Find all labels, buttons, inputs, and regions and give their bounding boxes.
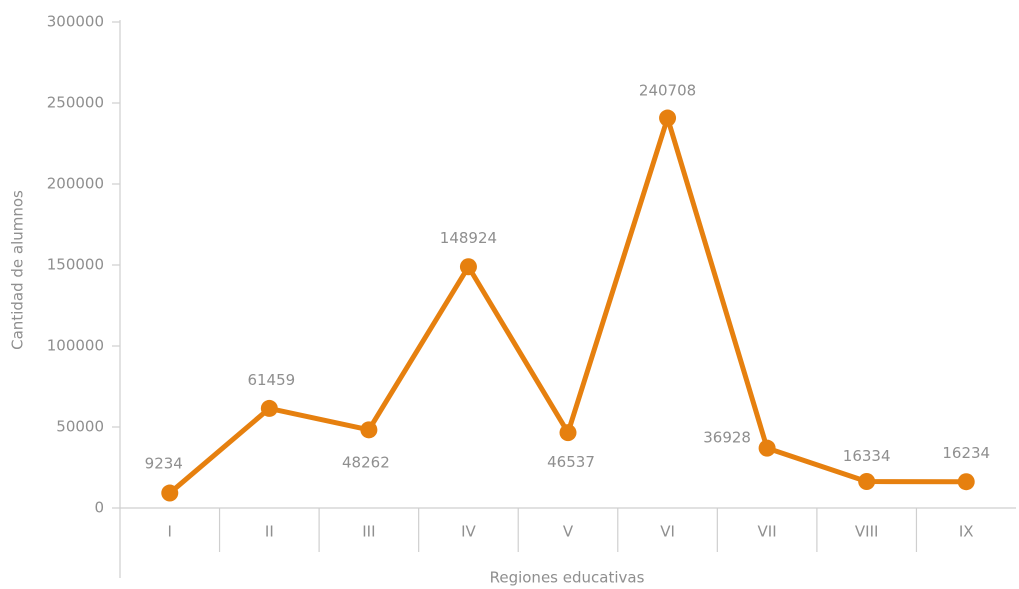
- x-tick-label: V: [563, 523, 574, 541]
- y-tick-label: 300000: [47, 13, 104, 31]
- x-axis-label: Regiones educativas: [490, 569, 645, 587]
- x-tick-label: II: [265, 523, 274, 541]
- x-tick-label: VIII: [855, 523, 879, 541]
- y-tick-label: 100000: [47, 337, 104, 355]
- data-label: 36928: [703, 429, 751, 447]
- x-tick-label: III: [362, 523, 375, 541]
- y-tick-label: 200000: [47, 175, 104, 193]
- point: [858, 473, 876, 491]
- x-tick-label: IV: [461, 523, 476, 541]
- point: [559, 424, 577, 442]
- data-label: 46537: [547, 453, 595, 471]
- x-tick-label: I: [168, 523, 172, 541]
- y-tick-label: 150000: [47, 256, 104, 274]
- data-label: 16234: [942, 444, 990, 462]
- y-tick-label: 50000: [56, 418, 104, 436]
- point: [659, 109, 677, 127]
- data-label: 148924: [440, 229, 497, 247]
- point: [360, 421, 378, 439]
- data-label: 240708: [639, 82, 696, 100]
- point: [758, 439, 776, 457]
- x-tick-label: VII: [758, 523, 777, 541]
- x-tick-label: VI: [660, 523, 675, 541]
- data-label: 9234: [145, 455, 183, 473]
- y-tick-label: 250000: [47, 94, 104, 112]
- y-axis-label: Cantidad de alumnos: [9, 190, 27, 350]
- data-label: 16334: [843, 447, 891, 465]
- point: [459, 258, 477, 276]
- x-tick-label: IX: [959, 523, 974, 541]
- point: [957, 473, 975, 491]
- point: [260, 399, 278, 417]
- point: [161, 484, 179, 502]
- y-tick-label: 0: [94, 499, 104, 517]
- data-label: 48262: [342, 453, 390, 471]
- data-label: 61459: [247, 371, 295, 389]
